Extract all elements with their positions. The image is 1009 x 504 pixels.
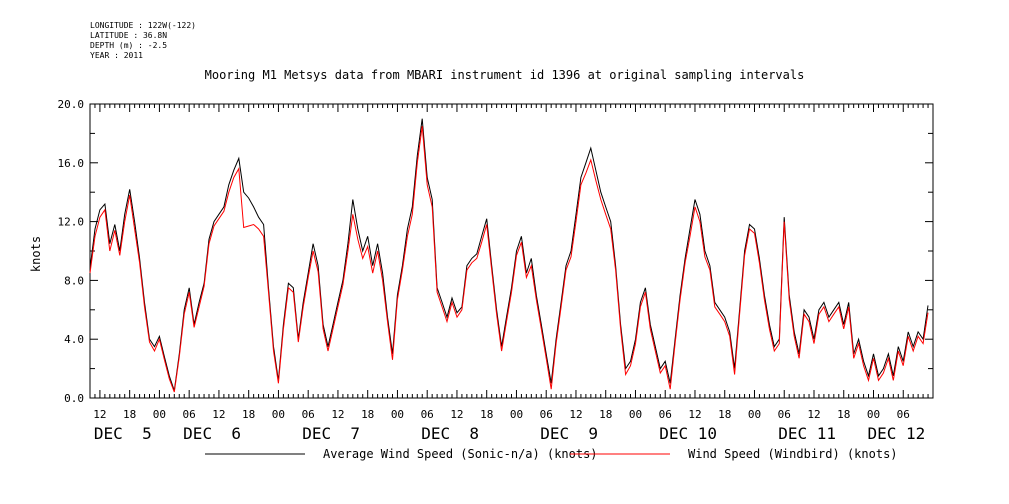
y-tick-label: 0.0 bbox=[64, 392, 84, 405]
day-label: DEC 10 bbox=[659, 424, 717, 443]
x-tick-label: 18 bbox=[361, 408, 374, 421]
x-tick-label: 18 bbox=[242, 408, 255, 421]
chart-title: Mooring M1 Metsys data from MBARI instru… bbox=[204, 68, 805, 82]
series-layer bbox=[89, 118, 929, 393]
x-tick-label: 12 bbox=[331, 408, 344, 421]
longitude-label: LONGITUDE : 122W(-122) bbox=[90, 21, 196, 30]
day-label: DEC 8 bbox=[421, 424, 479, 443]
series-line-windbird-wind-speed bbox=[89, 126, 929, 393]
x-tick-label: 18 bbox=[718, 408, 731, 421]
x-tick-label: 00 bbox=[153, 408, 166, 421]
x-tick-label: 12 bbox=[93, 408, 106, 421]
year-label: YEAR : 2011 bbox=[90, 51, 143, 60]
x-tick-label: 06 bbox=[183, 408, 196, 421]
day-label: DEC 6 bbox=[183, 424, 241, 443]
x-tick-label: 18 bbox=[599, 408, 612, 421]
x-tick-label: 06 bbox=[778, 408, 791, 421]
y-tick-label: 16.0 bbox=[58, 157, 85, 170]
x-tick-label: 00 bbox=[867, 408, 880, 421]
x-tick-label: 00 bbox=[272, 408, 285, 421]
x-tick-label: 12 bbox=[688, 408, 701, 421]
x-tick-label: 00 bbox=[748, 408, 761, 421]
day-label: DEC 7 bbox=[302, 424, 360, 443]
legend-label-average: Average Wind Speed (Sonic-n/a) (knots) bbox=[323, 447, 598, 461]
day-label: DEC 9 bbox=[540, 424, 598, 443]
day-label: DEC 12 bbox=[867, 424, 925, 443]
x-tick-label: 06 bbox=[659, 408, 672, 421]
axis-ticks: 0.0 4.0 8.0 12.0 16.0 20.0 12 18 00 06 12 18 00 06 12 1… bbox=[58, 98, 934, 443]
x-tick-label: 18 bbox=[480, 408, 493, 421]
y-tick-label: 12.0 bbox=[58, 216, 85, 229]
day-label: DEC 11 bbox=[778, 424, 836, 443]
x-tick-label: 06 bbox=[540, 408, 553, 421]
x-tick-label: 12 bbox=[807, 408, 820, 421]
depth-label: DEPTH (m) : -2.5 bbox=[90, 41, 168, 50]
x-tick-label: 12 bbox=[569, 408, 582, 421]
series-line-average-wind-speed bbox=[89, 118, 929, 391]
y-tick-label: 4.0 bbox=[64, 333, 84, 346]
x-tick-label: 18 bbox=[837, 408, 850, 421]
legend: Average Wind Speed (Sonic-n/a) (knots) W… bbox=[205, 447, 898, 461]
y-axis-label: knots bbox=[29, 236, 43, 272]
latitude-label: LATITUDE : 36.8N bbox=[90, 31, 168, 40]
y-tick-label: 20.0 bbox=[58, 98, 85, 111]
day-label: DEC 5 bbox=[94, 424, 152, 443]
x-tick-label: 00 bbox=[629, 408, 642, 421]
x-tick-label: 12 bbox=[450, 408, 463, 421]
x-tick-label: 00 bbox=[391, 408, 404, 421]
metadata-block: LONGITUDE : 122W(-122) LATITUDE : 36.8N … bbox=[90, 21, 196, 61]
x-tick-label: 06 bbox=[897, 408, 910, 421]
y-tick-label: 8.0 bbox=[64, 274, 84, 287]
x-tick-label: 00 bbox=[510, 408, 523, 421]
x-tick-label: 06 bbox=[421, 408, 434, 421]
x-tick-label: 18 bbox=[123, 408, 136, 421]
x-tick-label: 12 bbox=[212, 408, 225, 421]
legend-label-windbird: Wind Speed (Windbird) (knots) bbox=[688, 447, 898, 461]
plot-frame bbox=[89, 103, 934, 399]
x-tick-label: 06 bbox=[302, 408, 315, 421]
